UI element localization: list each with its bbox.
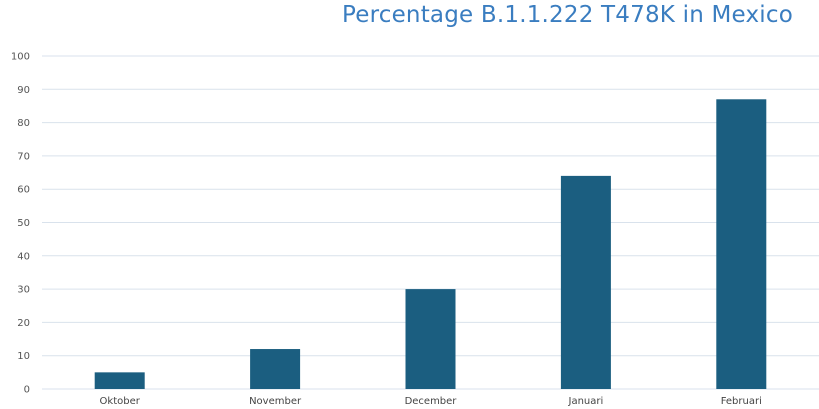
y-tick-label: 30	[17, 285, 30, 296]
y-tick-label: 70	[17, 151, 30, 162]
x-tick-label: Oktober	[100, 396, 141, 407]
y-tick-label: 50	[17, 218, 30, 229]
x-tick-label: November	[249, 396, 302, 407]
x-tick-label: Januari	[568, 396, 604, 407]
y-tick-label: 80	[17, 118, 30, 129]
x-tick-label: Februari	[721, 396, 762, 407]
chart-title: Percentage B.1.1.222 T478K in Mexico	[341, 2, 793, 28]
y-tick-label: 20	[17, 318, 30, 329]
y-tick-label: 100	[11, 52, 30, 63]
bars	[94, 99, 767, 389]
bar-februari	[716, 99, 767, 389]
bar-oktober	[94, 372, 145, 389]
bar-januari	[560, 175, 611, 389]
y-tick-label: 60	[17, 185, 30, 196]
x-tick-label: December	[405, 396, 458, 407]
y-tick-label: 10	[17, 351, 30, 362]
y-axis-ticks: 0 10 20 30 40 50 60 70 80 90 100	[11, 52, 30, 396]
bar-december	[405, 289, 456, 389]
x-axis-ticks: Oktober November December Januari Februari	[100, 396, 762, 407]
y-tick-label: 90	[17, 85, 30, 96]
y-tick-label: 0	[24, 385, 30, 396]
bar-november	[250, 349, 301, 389]
y-tick-label: 40	[17, 251, 30, 262]
